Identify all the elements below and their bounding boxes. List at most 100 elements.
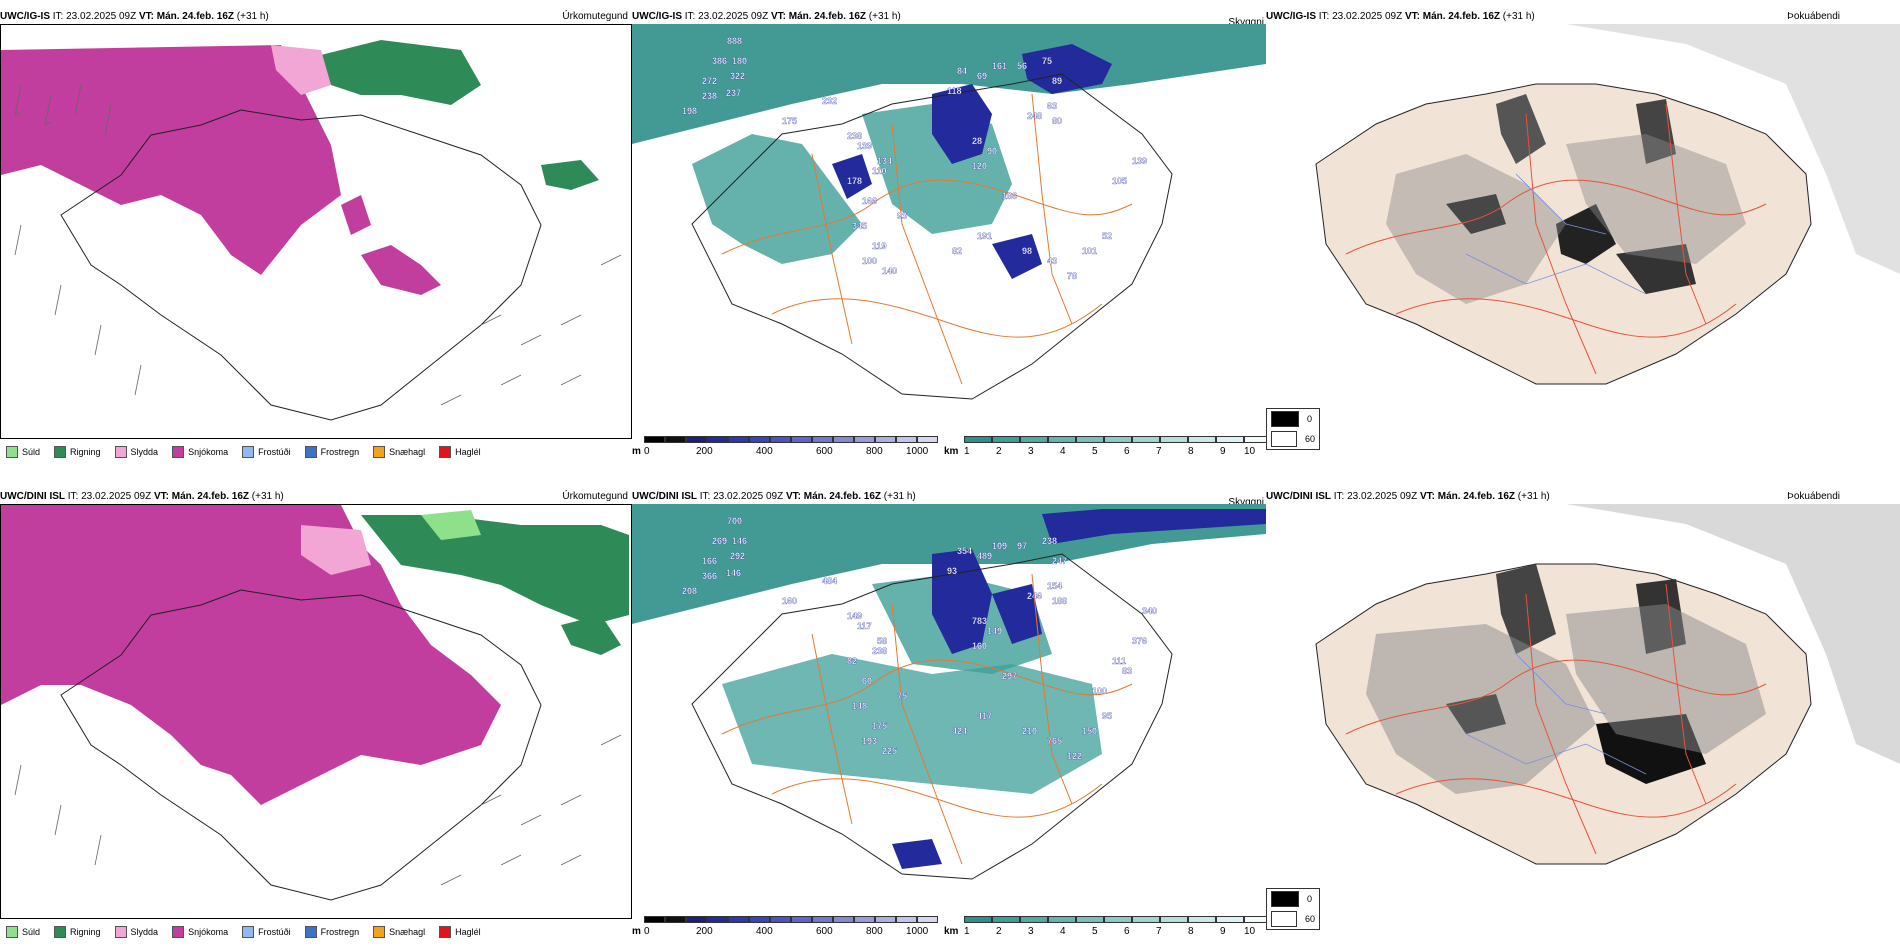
visibility-value-label: 82: [847, 656, 857, 666]
visibility-value-label: 237: [726, 88, 741, 98]
legend-swatch: [304, 926, 317, 938]
scale-segment: [1104, 916, 1132, 923]
scale-segment: [770, 916, 791, 923]
fog-map-svg: [1266, 24, 1900, 424]
roads: [721, 93, 1133, 385]
precip-map-svg: [1, 505, 631, 918]
scale-tick: 400: [756, 926, 773, 937]
legend-item: Rigning: [54, 446, 101, 458]
scale-tick: 0: [644, 926, 650, 937]
visibility-value-label: 43: [1047, 256, 1057, 266]
scale-tick: 5: [1092, 926, 1098, 937]
legend-item: Haglél: [439, 446, 481, 458]
scale-segment: [964, 436, 992, 443]
rivers: [1465, 653, 1647, 775]
fog-legend-row: 0: [1267, 409, 1319, 429]
low-vis-blue: [892, 839, 942, 869]
visibility-value-label: 122: [1067, 751, 1082, 761]
visibility-value-label: 117: [857, 621, 872, 631]
scale-segment: [896, 436, 917, 443]
legend-swatch: [373, 446, 386, 458]
scale-segment: [1048, 436, 1076, 443]
scale-segment: [1132, 436, 1160, 443]
iceland-outline: [691, 73, 1173, 400]
legend-swatch: [439, 926, 452, 938]
panel-header: UWC/DINI ISL IT: 23.02.2025 09Z VT: Mán.…: [632, 491, 916, 502]
scale-segment: [728, 436, 749, 443]
scale-segment: [875, 916, 896, 923]
legend-swatch: [242, 446, 255, 458]
visibility-value-label: 248: [1027, 111, 1042, 121]
visibility-value-label: 366: [702, 571, 717, 581]
visibility-value-label: 489: [977, 551, 992, 561]
land-visibility-teal: [722, 654, 1102, 794]
legend-item: Haglél: [439, 926, 481, 938]
legend-swatch: [54, 446, 67, 458]
visibility-value-label: 354: [957, 546, 972, 556]
legend-item: Rigning: [54, 926, 101, 938]
visibility-value-label: 238: [1042, 536, 1057, 546]
scale-segment: [749, 436, 770, 443]
iceland-outline: [60, 589, 542, 901]
visibility-value-label: 150: [1082, 726, 1097, 736]
wind-barbs: [14, 734, 622, 886]
visibility-value-label: 134: [877, 156, 892, 166]
legend-swatch: [304, 446, 317, 458]
fog-dark: [1616, 244, 1696, 294]
scale-segment: [770, 436, 791, 443]
visibility-map: 888 386 180 272 322 238 237 198 232 175 238 139 134 1…: [632, 24, 1266, 424]
visibility-value-label: 193: [862, 736, 877, 746]
scale-segment: [1048, 916, 1076, 923]
visibility-value-label: 97: [1017, 541, 1027, 551]
scale-segment: [917, 916, 938, 923]
scale-segment: [1160, 436, 1188, 443]
visibility-value-label: 188: [1052, 596, 1067, 606]
scale-tick: 3: [1028, 926, 1034, 937]
roads: [1345, 583, 1767, 855]
visibility-value-label: 210: [1022, 726, 1037, 736]
visibility-value-label: 247: [1052, 556, 1067, 566]
visibility-value-label: 166: [702, 556, 717, 566]
scale-segment: [1020, 916, 1048, 923]
visibility-value-label: 225: [882, 746, 897, 756]
visibility-value-label: 208: [682, 586, 697, 596]
sea-visibility-band: [632, 24, 1266, 144]
low-vis-blue: [1022, 44, 1112, 94]
visibility-value-label: 198: [682, 106, 697, 116]
sleet-area: [301, 525, 371, 575]
scale-segment: [791, 916, 812, 923]
scale-tick: 3: [1028, 446, 1034, 457]
scale-tick: 600: [816, 446, 833, 457]
visibility-value-label: 238: [847, 131, 862, 141]
visibility-value-label: 98: [1022, 246, 1032, 256]
scale-tick: 7: [1156, 446, 1162, 457]
legend-item: Snjókoma: [172, 446, 228, 458]
visibility-value-label: 246: [1027, 591, 1042, 601]
visibility-value-label: 78: [1067, 271, 1077, 281]
low-vis-blue: [992, 584, 1042, 644]
scale-segment: [833, 916, 854, 923]
visibility-value-label: 376: [1132, 636, 1147, 646]
visibility-value-label: 166: [862, 196, 877, 206]
visibility-value-label: 52: [1102, 231, 1112, 241]
scale-segment: [854, 916, 875, 923]
visibility-value-label: 149: [847, 611, 862, 621]
visibility-value-label: 175: [782, 116, 797, 126]
visibility-value-label: 75: [1042, 56, 1052, 66]
scale-segment: [833, 436, 854, 443]
snow-area: [341, 195, 371, 235]
visibility-value-label: 93: [897, 211, 907, 221]
scale-tick: 1: [964, 446, 970, 457]
visibility-map: 700 269 146 166 292 366 146 208 484 160 149 117 58 23…: [632, 504, 1266, 904]
land-visibility-teal: [692, 134, 862, 264]
panel-header: UWC/IG-IS IT: 23.02.2025 09Z VT: Mán. 24…: [0, 11, 269, 22]
fog-legend-row: 60: [1267, 429, 1319, 449]
visibility-value-label: 272: [702, 76, 717, 86]
fog-legend-swatch: [1271, 911, 1297, 927]
scale-segment: [1188, 916, 1216, 923]
panel-title: Skyggni: [1228, 17, 1264, 28]
scale-tick: 800: [866, 926, 883, 937]
scale-tick: 800: [866, 446, 883, 457]
